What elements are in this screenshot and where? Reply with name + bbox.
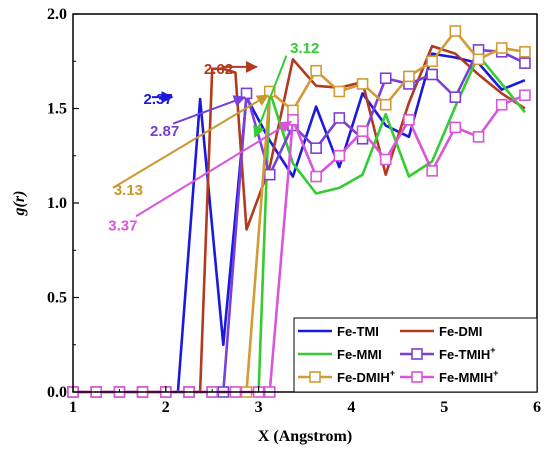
y-tick-label: 1.0 (47, 195, 67, 212)
annotation-label: 3.37 (108, 218, 137, 235)
data-point (333, 112, 346, 124)
data-point (495, 98, 508, 111)
legend: Fe-TMI Fe-DMI Fe-MMI Fe-TMIH+ Fe-DMIH+ Fe-MMI… (293, 317, 538, 393)
data-point (287, 114, 299, 126)
data-point (240, 87, 253, 100)
y-tick-label: 0.5 (47, 290, 67, 307)
data-point (472, 53, 485, 66)
legend-entry: Fe-DMI (400, 324, 482, 339)
data-point (519, 45, 531, 58)
x-tick-label: 1 (69, 399, 77, 416)
x-tick-label: 2 (162, 399, 170, 416)
annotation-label: 2.37 (144, 91, 173, 108)
legend-marker (309, 371, 321, 383)
annotation-arrow (172, 95, 246, 125)
legend-label: Fe-MMI (337, 347, 382, 362)
legend-marker (411, 348, 423, 360)
x-tick-label: 3 (255, 399, 263, 416)
legend-label: Fe-MMIH+ (439, 368, 498, 385)
data-point (449, 91, 462, 103)
data-point (426, 165, 438, 177)
legend-entry: Fe-DMIH+ (298, 368, 395, 385)
annotation-arrow (253, 55, 288, 138)
annotation-arrow (112, 94, 269, 189)
x-axis-title: X (Angstrom) (258, 428, 352, 445)
data-point (379, 153, 392, 166)
annotation: 3.13 (112, 94, 269, 199)
data-point (403, 70, 415, 83)
legend-entry: Fe-MMI (298, 347, 382, 362)
data-point (449, 25, 462, 37)
legend-label: Fe-TMIH+ (439, 345, 496, 362)
data-point (449, 121, 462, 134)
data-point (310, 170, 322, 183)
annotation: 2.62 (204, 61, 258, 78)
x-tick-label: 5 (440, 399, 448, 416)
annotation: 2.87 (150, 95, 246, 140)
data-point (356, 78, 369, 90)
data-point (379, 72, 392, 85)
legend-entry: Fe-MMIH+ (400, 368, 498, 385)
annotation-label: 3.13 (114, 182, 143, 199)
data-point (379, 98, 392, 111)
data-point (495, 42, 508, 54)
annotation: 3.12 (253, 40, 319, 138)
legend-entry: Fe-TMI (298, 324, 379, 339)
y-axis-title: g(r) (11, 191, 28, 217)
legend-label: Fe-DMIH+ (337, 368, 395, 385)
annotation: 3.37 (108, 120, 293, 235)
annotation-label: 2.87 (150, 123, 179, 140)
data-point (426, 55, 438, 68)
y-tick-label: 0.0 (47, 384, 67, 401)
annotations: 2.62 3.12 2.37 2.87 3.13 3.37 (108, 40, 319, 235)
data-point (333, 149, 346, 162)
data-point (310, 64, 322, 77)
data-point (519, 89, 531, 102)
y-tick-label: 1.5 (47, 101, 67, 118)
data-point (263, 168, 276, 181)
annotation: 2.37 (144, 91, 174, 108)
x-tick-label: 4 (347, 399, 355, 416)
x-tick-label: 6 (533, 399, 541, 416)
data-point (426, 68, 438, 81)
data-point (287, 104, 299, 117)
data-point (333, 85, 346, 98)
annotation-arrow (135, 120, 293, 218)
data-point (310, 142, 322, 154)
legend-entry: Fe-TMIH+ (400, 345, 496, 362)
data-point (403, 114, 415, 126)
data-point (356, 125, 369, 137)
data-point (472, 131, 485, 143)
legend-label: Fe-DMI (439, 324, 482, 339)
data-point (519, 57, 531, 69)
legend-label: Fe-TMI (337, 324, 379, 339)
y-tick-label: 2.0 (47, 6, 67, 23)
annotation-label: 2.62 (204, 61, 233, 78)
annotation-label: 3.12 (290, 40, 319, 57)
legend-marker (411, 371, 423, 383)
